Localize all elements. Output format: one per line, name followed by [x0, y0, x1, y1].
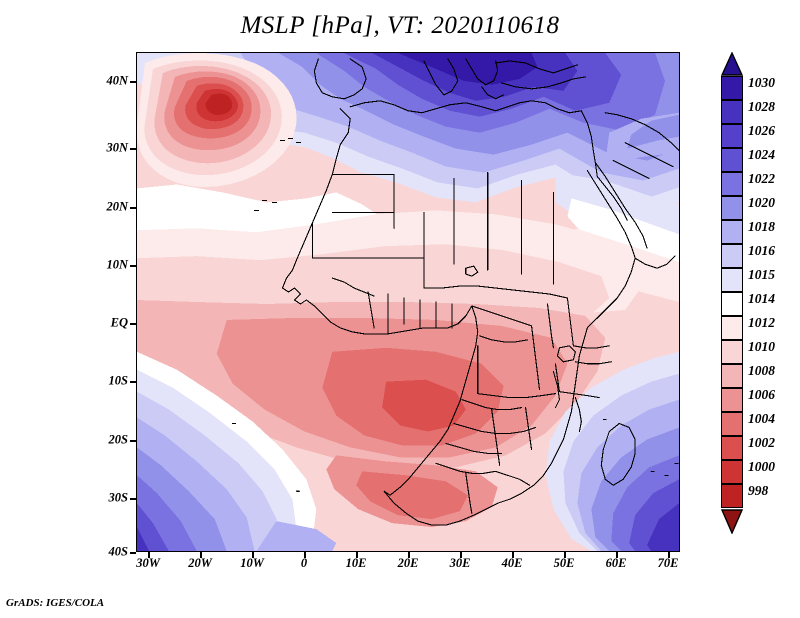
lon-label-0: 0 — [300, 556, 308, 570]
lat-tick-40s — [130, 552, 136, 554]
colorbar-label-1002: 1002 — [748, 435, 775, 450]
lon-label-70e: 70E — [657, 556, 679, 570]
colorbar-cell-1008 — [721, 364, 743, 388]
colorbar-label-1014: 1014 — [748, 291, 775, 306]
lat-label-20s: 20S — [108, 432, 128, 447]
lat-tick-30s — [130, 498, 136, 500]
colorbar-label-1004: 1004 — [748, 411, 775, 426]
colorbar-cell-1030 — [721, 76, 743, 100]
colorbar-cell-1004 — [721, 412, 743, 436]
colorbar-label-1010: 1010 — [748, 339, 775, 354]
lon-tick-70e — [668, 552, 670, 558]
lon-label-50e: 50E — [553, 556, 575, 570]
lon-tick-30e — [460, 552, 462, 558]
lat-label-40n: 40N — [106, 73, 128, 88]
colorbar-cell-1028 — [721, 100, 743, 124]
colorbar-cell-1022 — [721, 172, 743, 196]
lat-label-40s: 40S — [108, 544, 128, 559]
colorbar-cell-1020 — [721, 196, 743, 220]
colorbar-label-1012: 1012 — [748, 315, 775, 330]
lon-label-10e: 10E — [345, 556, 367, 570]
colorbar-arrow-bottom — [721, 509, 743, 534]
colorbar-cell-1010 — [721, 340, 743, 364]
colorbar-cell-1012 — [721, 316, 743, 340]
colorbar-cell-1016 — [721, 244, 743, 268]
lat-tick-10s — [130, 381, 136, 383]
lat-label-10s: 10S — [108, 373, 128, 388]
colorbar-cell-1014 — [721, 292, 743, 316]
lat-tick-eq — [130, 323, 136, 325]
lon-tick-20w — [200, 552, 202, 558]
lat-label-30s: 30S — [108, 490, 128, 505]
colorbar-label-1000: 1000 — [748, 459, 775, 474]
lon-tick-30w — [148, 552, 150, 558]
colorbar-cell-1026 — [721, 124, 743, 148]
colorbar-label-1024: 1024 — [748, 147, 775, 162]
lat-label-20n: 20N — [106, 199, 128, 214]
lat-tick-10n — [130, 265, 136, 267]
lon-tick-10w — [252, 552, 254, 558]
colorbar-label-1020: 1020 — [748, 195, 775, 210]
lat-tick-20s — [130, 440, 136, 442]
lon-label-20w: 20W — [188, 556, 212, 570]
lat-tick-30n — [130, 148, 136, 150]
chart-title: MSLP [hPa], VT: 2020110618 — [240, 12, 560, 39]
lon-label-30e: 30E — [449, 556, 471, 570]
lon-label-20e: 20E — [397, 556, 419, 570]
lon-tick-0 — [304, 552, 306, 558]
lon-tick-50e — [564, 552, 566, 558]
map-plot-area — [136, 52, 680, 552]
colorbar-label-1026: 1026 — [748, 123, 775, 138]
lon-tick-60e — [616, 552, 618, 558]
lat-label-eq: EQ — [110, 315, 128, 330]
lat-label-30n: 30N — [106, 140, 128, 155]
mslp-contour-field — [137, 53, 679, 551]
colorbar-cell-1015 — [721, 268, 743, 292]
lat-tick-20n — [130, 207, 136, 209]
colorbar-label-1022: 1022 — [748, 171, 775, 186]
lat-tick-40n — [130, 81, 136, 83]
colorbar-cell-1024 — [721, 148, 743, 172]
colorbar-label-1028: 1028 — [748, 99, 775, 114]
colorbar-label-1015: 1015 — [748, 267, 775, 282]
colorbar-label-998: 998 — [748, 483, 769, 498]
lon-tick-20e — [408, 552, 410, 558]
colorbar-label-1016: 1016 — [748, 243, 775, 258]
lon-label-40e: 40E — [501, 556, 523, 570]
lon-label-30w: 30W — [136, 556, 160, 570]
colorbar-label-1030: 1030 — [748, 75, 775, 90]
colorbar-arrow-top — [721, 52, 743, 76]
lon-tick-10e — [356, 552, 358, 558]
footer-credit: GrADS: IGES/COLA — [6, 597, 105, 609]
colorbar-cell-1000 — [721, 460, 743, 484]
lon-label-10w: 10W — [240, 556, 264, 570]
colorbar-label-1006: 1006 — [748, 387, 775, 402]
colorbar — [721, 52, 743, 534]
colorbar-cell-1002 — [721, 436, 743, 460]
colorbar-label-1008: 1008 — [748, 363, 775, 378]
colorbar-label-1018: 1018 — [748, 219, 775, 234]
lon-label-60e: 60E — [605, 556, 627, 570]
lat-label-10n: 10N — [106, 257, 128, 272]
lon-tick-40e — [512, 552, 514, 558]
colorbar-cell-1006 — [721, 388, 743, 412]
colorbar-cell-1018 — [721, 220, 743, 244]
colorbar-cell-998 — [721, 484, 743, 508]
